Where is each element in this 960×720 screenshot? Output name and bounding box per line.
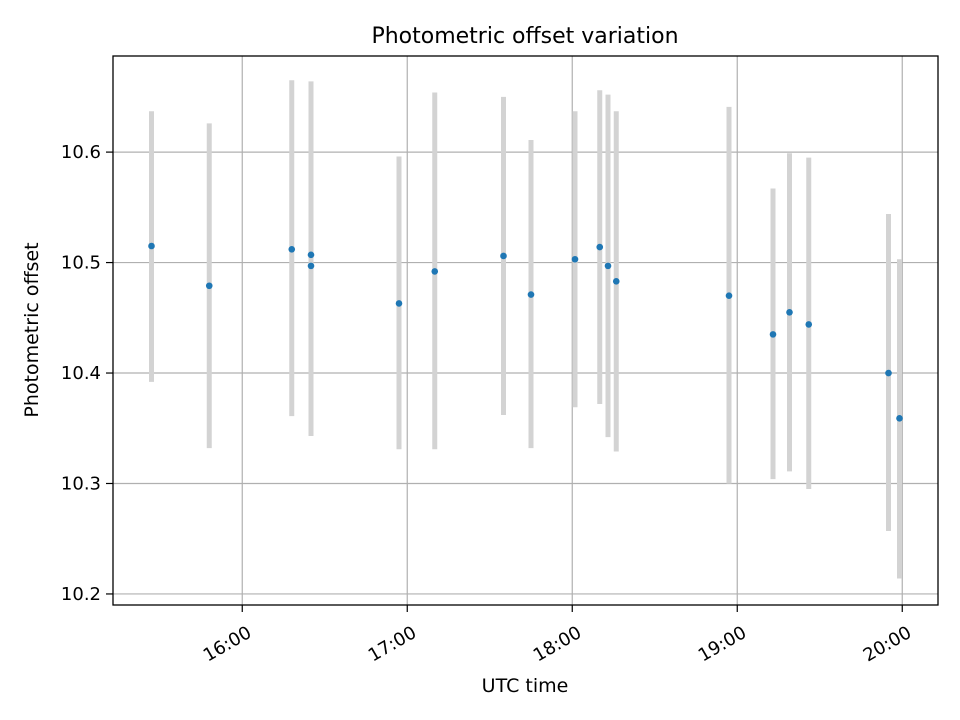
x-tick-label: 17:00 xyxy=(365,622,420,666)
data-point xyxy=(288,246,296,253)
data-point xyxy=(431,268,439,275)
data-point xyxy=(205,282,213,290)
data-point xyxy=(769,331,777,338)
x-tick-label: 18:00 xyxy=(530,622,585,666)
x-tick-label: 16:00 xyxy=(200,622,255,666)
x-tick-label: 20:00 xyxy=(860,622,915,666)
data-points xyxy=(148,242,903,422)
data-point xyxy=(896,415,903,422)
data-point xyxy=(395,300,403,307)
data-point xyxy=(307,262,315,270)
data-point xyxy=(805,321,813,328)
data-point xyxy=(571,255,579,263)
y-tick-label: 10.5 xyxy=(61,253,101,274)
data-point xyxy=(885,369,892,377)
data-point xyxy=(148,242,155,250)
chart-title: Photometric offset variation xyxy=(371,24,678,49)
data-point xyxy=(604,262,612,270)
x-axis-label: UTC time xyxy=(482,675,569,697)
y-tick-label: 10.4 xyxy=(61,363,101,384)
y-tick-label: 10.6 xyxy=(61,142,101,163)
data-point xyxy=(786,308,793,316)
plot-frame xyxy=(112,55,939,606)
data-point xyxy=(612,278,620,285)
data-point xyxy=(500,252,507,260)
y-axis-label: Photometric offset xyxy=(21,242,43,417)
data-point xyxy=(596,243,604,251)
grid xyxy=(113,56,938,605)
error-bars xyxy=(149,80,902,579)
data-point xyxy=(527,291,535,298)
data-point xyxy=(307,251,315,259)
data-point xyxy=(725,292,733,300)
y-tick-label: 10.2 xyxy=(61,584,101,605)
y-tick-label: 10.3 xyxy=(61,473,101,494)
x-tick-label: 19:00 xyxy=(695,622,750,666)
